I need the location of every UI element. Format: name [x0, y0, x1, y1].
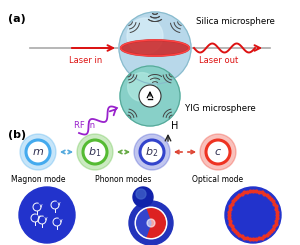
Circle shape: [225, 187, 281, 243]
Circle shape: [200, 134, 236, 170]
Circle shape: [26, 140, 50, 164]
Circle shape: [147, 219, 155, 227]
Text: $c$: $c$: [214, 147, 222, 157]
Circle shape: [129, 201, 173, 245]
Circle shape: [127, 18, 163, 54]
Text: H: H: [171, 121, 178, 131]
Text: Phonon modes: Phonon modes: [95, 175, 152, 184]
Circle shape: [77, 134, 113, 170]
Ellipse shape: [121, 40, 189, 56]
Text: RF in: RF in: [74, 121, 95, 130]
Text: YIG microsphere: YIG microsphere: [185, 104, 256, 113]
Circle shape: [120, 66, 180, 126]
Text: $b_2$: $b_2$: [146, 145, 159, 159]
Text: Magnon mode: Magnon mode: [11, 175, 65, 184]
Wedge shape: [146, 209, 165, 237]
Circle shape: [139, 85, 161, 107]
Text: Silica microsphere: Silica microsphere: [196, 17, 275, 26]
Circle shape: [136, 189, 146, 199]
Text: Laser in: Laser in: [69, 56, 102, 65]
Circle shape: [135, 207, 167, 239]
Circle shape: [19, 187, 75, 243]
Circle shape: [134, 134, 170, 170]
Circle shape: [128, 73, 156, 101]
Text: $b_1$: $b_1$: [88, 145, 102, 159]
Text: Laser out: Laser out: [199, 56, 238, 65]
Circle shape: [140, 140, 164, 164]
Circle shape: [119, 12, 191, 84]
Text: Optical mode: Optical mode: [192, 175, 244, 184]
Circle shape: [206, 140, 230, 164]
Circle shape: [20, 134, 56, 170]
Circle shape: [83, 140, 107, 164]
Text: $m$: $m$: [32, 147, 44, 157]
Circle shape: [234, 196, 272, 234]
Wedge shape: [137, 209, 151, 236]
Text: (a): (a): [8, 14, 26, 24]
Text: (b): (b): [8, 130, 26, 140]
Circle shape: [133, 187, 153, 207]
